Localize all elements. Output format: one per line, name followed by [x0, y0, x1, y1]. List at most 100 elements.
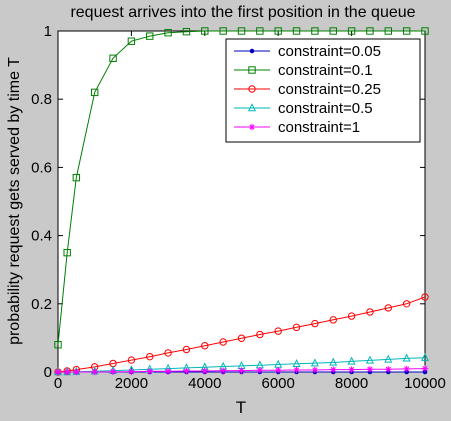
data-point — [402, 27, 411, 35]
data-point — [347, 27, 356, 35]
legend-label: constraint=0.05 — [278, 43, 381, 60]
data-point — [292, 358, 301, 368]
data-point — [421, 293, 429, 301]
data-point — [421, 365, 429, 372]
data-point — [128, 368, 135, 375]
data-point — [365, 355, 374, 364]
chart-title: request arrives into the first position … — [70, 4, 415, 21]
data-point — [164, 29, 172, 37]
data-point — [274, 27, 282, 35]
data-point — [311, 366, 319, 374]
data-point — [420, 352, 430, 361]
y-tick-label: 0.2 — [31, 296, 52, 313]
data-point — [219, 338, 227, 346]
data-point — [348, 366, 355, 373]
data-point — [384, 27, 393, 35]
y-tick-label: 0 — [44, 364, 52, 381]
data-point — [347, 356, 356, 365]
data-point — [164, 368, 172, 375]
data-point — [201, 342, 209, 350]
data-point — [219, 27, 227, 35]
data-point — [384, 304, 392, 312]
data-point — [91, 368, 98, 376]
y-tick-label: 0.4 — [31, 228, 52, 245]
data-point — [366, 27, 374, 35]
series-line — [58, 368, 426, 373]
data-point — [421, 27, 429, 35]
x-axis-label: T — [236, 398, 246, 416]
data-point — [256, 330, 264, 339]
data-point — [292, 27, 301, 35]
axis-ticks: 0 2000 4000 6000 8000 10000 0 0.2 0.4 0.6 0.8 1 — [31, 23, 446, 392]
x-tick-label: 10000 — [404, 375, 446, 392]
data-point — [292, 323, 301, 332]
series-5 — [54, 365, 429, 376]
y-tick-label: 1 — [44, 23, 52, 40]
data-point — [329, 316, 337, 324]
data-point — [275, 367, 282, 374]
data-point — [146, 368, 153, 375]
data-point — [182, 345, 191, 354]
legend: constraint=0.05 constraint=0.1 constraint=… — [225, 38, 421, 143]
data-point — [127, 37, 136, 45]
y-tick-label: 0.8 — [31, 91, 52, 108]
data-point — [54, 368, 62, 376]
data-point — [164, 349, 172, 357]
data-point — [311, 319, 319, 328]
legend-marker — [248, 85, 256, 93]
data-point — [54, 341, 62, 349]
series-line — [58, 357, 426, 373]
data-point — [91, 88, 99, 97]
x-tick-label: 6000 — [262, 375, 295, 392]
data-point — [109, 368, 117, 375]
legend-marker — [248, 123, 256, 131]
data-point — [347, 312, 356, 320]
data-point — [402, 300, 411, 308]
data-point — [329, 357, 338, 366]
data-point — [274, 327, 282, 335]
data-point — [330, 366, 337, 373]
data-point — [72, 173, 81, 182]
legend-label: constraint=0.1 — [278, 62, 373, 79]
data-point — [237, 334, 246, 342]
y-tick-label: 0.6 — [31, 159, 52, 176]
legend-label: constraint=0.5 — [278, 100, 373, 117]
data-point — [402, 353, 411, 362]
data-point — [293, 366, 300, 374]
data-point — [329, 27, 337, 35]
data-point — [366, 366, 374, 373]
series-layer — [53, 27, 430, 376]
data-point — [384, 354, 393, 363]
legend-marker — [248, 66, 256, 74]
y-axis-label: probability request gets served by time … — [6, 57, 23, 345]
data-point — [183, 367, 190, 375]
data-point — [146, 352, 154, 361]
data-point — [63, 248, 71, 257]
data-point — [385, 366, 392, 373]
data-point — [201, 367, 208, 375]
data-point — [237, 27, 246, 35]
data-point — [63, 368, 71, 376]
data-point — [403, 365, 410, 373]
x-tick-label: 4000 — [188, 375, 221, 392]
legend-marker — [247, 103, 257, 112]
data-point — [146, 32, 154, 40]
legend-label: constraint=0.25 — [278, 81, 381, 98]
x-tick-label: 8000 — [335, 375, 368, 392]
legend-label: constraint=1 — [278, 119, 360, 136]
data-point — [109, 54, 117, 62]
data-point — [73, 368, 80, 376]
data-point — [311, 27, 319, 35]
data-point — [310, 358, 319, 367]
legend-box — [225, 38, 421, 143]
data-point — [182, 27, 191, 36]
x-tick-label: 2000 — [115, 375, 148, 392]
data-point — [201, 27, 209, 35]
data-point — [127, 356, 136, 364]
legend-marker — [249, 48, 255, 54]
data-point — [256, 27, 264, 35]
data-point — [238, 367, 245, 374]
data-point — [219, 367, 227, 374]
series-2 — [54, 27, 429, 349]
